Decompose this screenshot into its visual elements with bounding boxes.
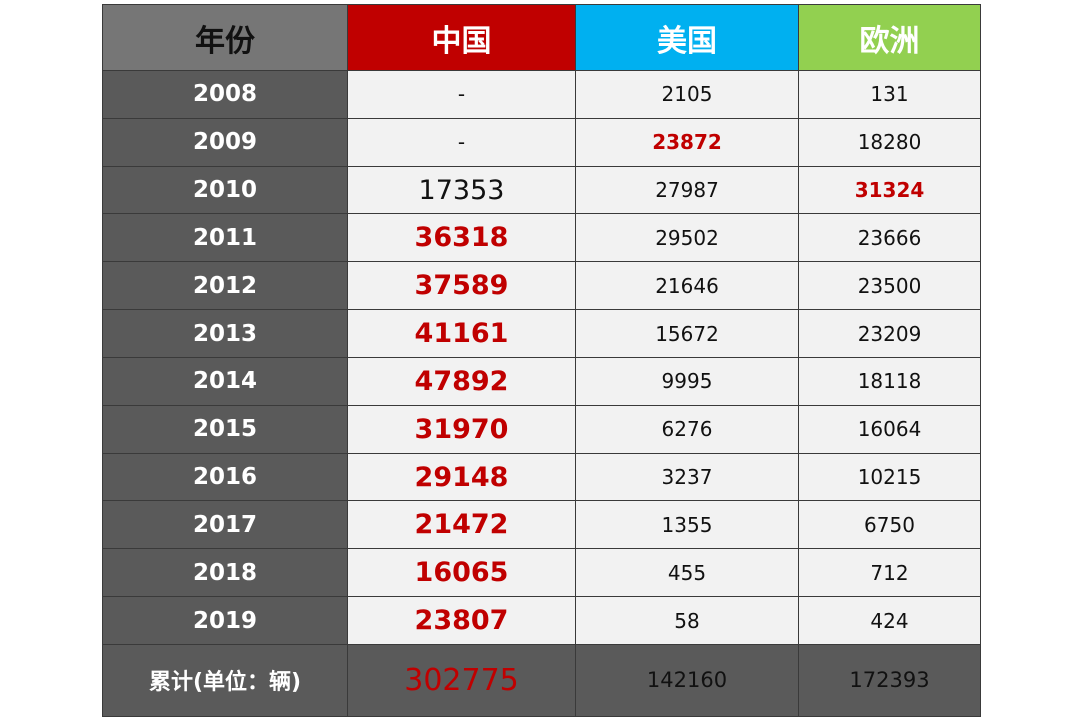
usa-value-cell: 1355 (575, 500, 799, 550)
total-europe-cell: 172393 (798, 643, 981, 718)
table-row: 2016 29148 3237 10215 (102, 452, 981, 502)
europe-value-cell: 10215 (798, 452, 981, 502)
europe-value-cell: 23209 (798, 309, 981, 358)
table-row: 2019 23807 58 424 (102, 596, 981, 645)
header-china: 中国 (347, 4, 576, 71)
usa-value-cell: 21646 (575, 261, 799, 311)
china-value-cell: 41161 (347, 309, 576, 358)
europe-value-cell: 31324 (798, 165, 981, 215)
year-cell: 2018 (102, 548, 348, 598)
usa-value-cell: 58 (575, 596, 799, 645)
china-value-cell: - (347, 70, 576, 119)
year-cell: 2011 (102, 213, 348, 263)
year-cell: 2017 (102, 500, 348, 550)
europe-value-cell: 23500 (798, 261, 981, 311)
total-row: 累计(单位：辆) 302775 142160 172393 (102, 643, 981, 718)
total-label-cell: 累计(单位：辆) (102, 643, 348, 718)
year-cell: 2010 (102, 165, 348, 215)
china-value-cell: 37589 (347, 261, 576, 311)
europe-value-cell: 712 (798, 548, 981, 598)
year-cell: 2019 (102, 596, 348, 645)
year-cell: 2009 (102, 117, 348, 167)
europe-value-cell: 16064 (798, 404, 981, 454)
europe-value-cell: 18118 (798, 356, 981, 406)
year-cell: 2016 (102, 452, 348, 502)
usa-value-cell: 29502 (575, 213, 799, 263)
header-usa: 美国 (575, 4, 799, 71)
year-cell: 2014 (102, 356, 348, 406)
table-row: 2013 41161 15672 23209 (102, 309, 981, 358)
header-year: 年份 (102, 4, 348, 71)
china-value-cell: 47892 (347, 356, 576, 406)
table-header-row: 年份 中国 美国 欧洲 (102, 4, 981, 71)
table-row: 2014 47892 9995 18118 (102, 356, 981, 406)
europe-value-cell: 6750 (798, 500, 981, 550)
china-value-cell: - (347, 117, 576, 167)
china-value-cell: 31970 (347, 404, 576, 454)
usa-value-cell: 27987 (575, 165, 799, 215)
usa-value-cell: 23872 (575, 117, 799, 167)
china-value-cell: 36318 (347, 213, 576, 263)
year-cell: 2013 (102, 309, 348, 358)
table-row: 2009 - 23872 18280 (102, 117, 981, 167)
total-china-cell: 302775 (347, 643, 576, 718)
usa-value-cell: 6276 (575, 404, 799, 454)
year-cell: 2008 (102, 70, 348, 119)
china-value-cell: 21472 (347, 500, 576, 550)
table-row: 2011 36318 29502 23666 (102, 213, 981, 263)
europe-value-cell: 18280 (798, 117, 981, 167)
europe-value-cell: 131 (798, 70, 981, 119)
table-row: 2018 16065 455 712 (102, 548, 981, 598)
china-value-cell: 17353 (347, 165, 576, 215)
table-row: 2015 31970 6276 16064 (102, 404, 981, 454)
year-cell: 2015 (102, 404, 348, 454)
total-usa-cell: 142160 (575, 643, 799, 718)
usa-value-cell: 3237 (575, 452, 799, 502)
usa-value-cell: 15672 (575, 309, 799, 358)
table-row: 2017 21472 1355 6750 (102, 500, 981, 550)
header-europe: 欧洲 (798, 4, 981, 71)
europe-value-cell: 424 (798, 596, 981, 645)
china-value-cell: 16065 (347, 548, 576, 598)
usa-value-cell: 2105 (575, 70, 799, 119)
usa-value-cell: 9995 (575, 356, 799, 406)
vehicle-sales-table: 年份 中国 美国 欧洲 2008 - 2105 131 2009 - 23872… (102, 4, 981, 718)
sales-table-container: 年份 中国 美国 欧洲 2008 - 2105 131 2009 - 23872… (102, 4, 981, 718)
usa-value-cell: 455 (575, 548, 799, 598)
table-row: 2010 17353 27987 31324 (102, 165, 981, 215)
china-value-cell: 29148 (347, 452, 576, 502)
table-row: 2012 37589 21646 23500 (102, 261, 981, 311)
china-value-cell: 23807 (347, 596, 576, 645)
year-cell: 2012 (102, 261, 348, 311)
table-row: 2008 - 2105 131 (102, 70, 981, 119)
europe-value-cell: 23666 (798, 213, 981, 263)
